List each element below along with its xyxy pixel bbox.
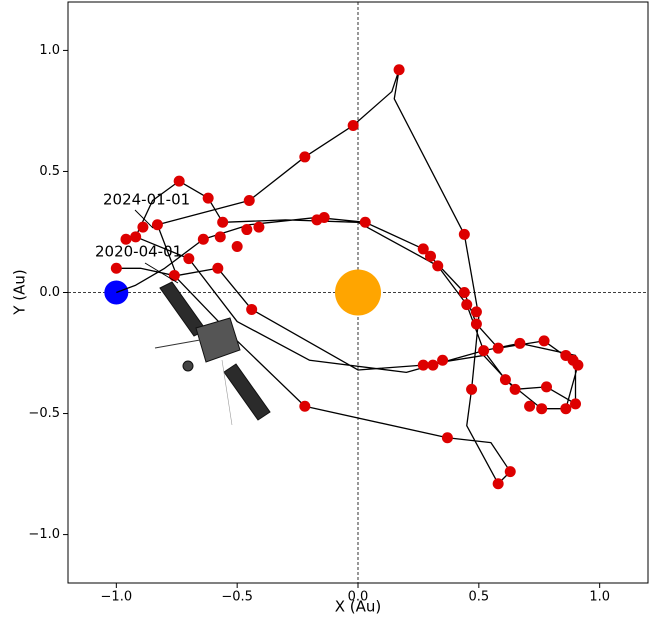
point <box>432 260 444 272</box>
point <box>197 233 209 245</box>
y-axis-label: Y (Au) <box>11 269 29 315</box>
annotation-leader <box>134 209 154 229</box>
point <box>458 228 470 240</box>
point <box>492 478 504 490</box>
point <box>120 233 132 245</box>
annotation: 2020-04-01 <box>95 243 182 261</box>
x-tick-label: 1.0 <box>589 590 610 605</box>
point <box>137 221 149 233</box>
point <box>417 359 429 371</box>
point <box>492 342 504 354</box>
point <box>168 270 180 282</box>
point <box>560 403 572 415</box>
point <box>458 287 470 298</box>
point <box>243 195 255 207</box>
point <box>466 383 478 395</box>
y-tick-label: 0.5 <box>39 164 60 179</box>
point <box>299 151 311 163</box>
point <box>425 250 436 262</box>
point <box>246 303 258 315</box>
point <box>441 432 453 444</box>
point <box>427 359 439 371</box>
point <box>536 403 548 415</box>
annotation: 2024-01-01 <box>103 191 190 209</box>
y-tick-label: −1.0 <box>28 527 60 542</box>
y-tick-label: 0.0 <box>39 285 60 300</box>
point <box>183 253 195 265</box>
x-tick-label: 0.5 <box>468 590 489 605</box>
point <box>359 216 371 228</box>
point <box>572 359 584 371</box>
point <box>217 216 229 228</box>
y-tick-label: −0.5 <box>28 406 60 421</box>
point <box>318 211 330 223</box>
point <box>202 192 214 204</box>
point <box>524 400 536 412</box>
x-tick-label: 0.0 <box>348 590 369 605</box>
point <box>299 400 311 412</box>
plot-layer <box>68 2 648 583</box>
x-tick-label: −1.0 <box>101 590 133 605</box>
x-tick-label: −0.5 <box>221 590 253 605</box>
point <box>173 175 185 187</box>
point <box>514 337 526 349</box>
point <box>478 345 490 357</box>
annotation-leader <box>144 262 179 284</box>
point <box>253 221 265 233</box>
point <box>231 241 243 253</box>
point <box>110 262 122 274</box>
point <box>241 224 253 236</box>
point <box>393 64 405 76</box>
point <box>509 383 521 395</box>
point <box>470 318 482 330</box>
point <box>570 398 581 410</box>
point <box>212 262 224 274</box>
body <box>335 269 381 316</box>
y-tick-label: 1.0 <box>39 43 60 58</box>
point <box>538 335 550 347</box>
point <box>417 243 429 255</box>
point <box>347 119 359 131</box>
point <box>504 466 516 478</box>
point <box>541 381 552 393</box>
point <box>130 231 142 243</box>
satellite-illustration <box>154 281 271 426</box>
point <box>470 306 482 318</box>
point <box>214 231 226 243</box>
x-axis-label: X (Au) <box>335 598 382 616</box>
point <box>499 374 511 386</box>
point <box>437 354 449 366</box>
point <box>151 219 163 231</box>
point <box>461 299 473 311</box>
